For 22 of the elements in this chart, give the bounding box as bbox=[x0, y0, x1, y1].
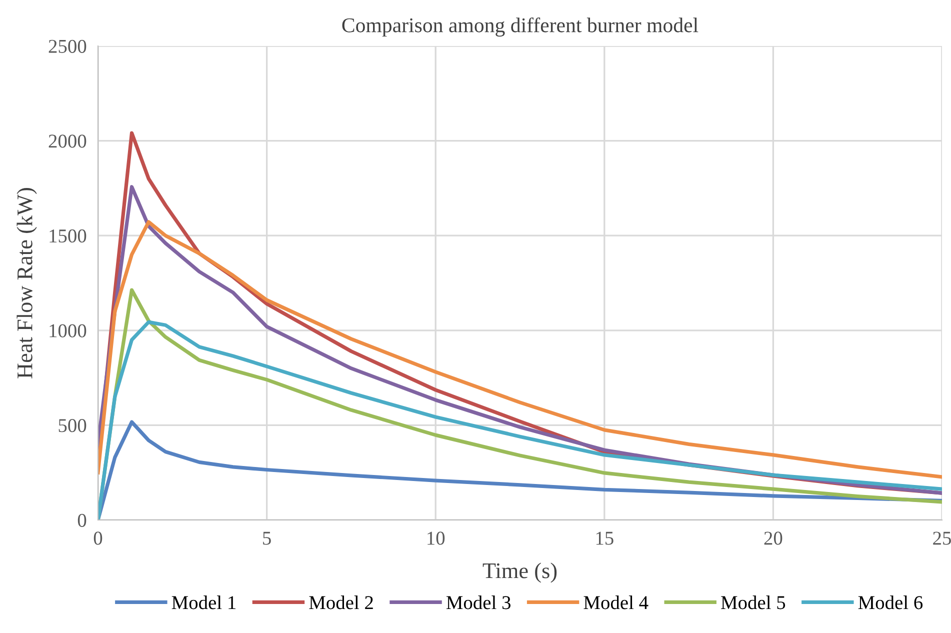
legend-label: Model 4 bbox=[584, 596, 648, 610]
x-tick-label: 0 bbox=[94, 532, 102, 545]
y-tick-label: 2500 bbox=[48, 40, 86, 53]
y-tick-label: 500 bbox=[58, 419, 86, 432]
x-tick-label: 25 bbox=[933, 532, 951, 545]
y-tick-label: 1500 bbox=[50, 229, 86, 243]
y-axis-title: Heat Flow Rate (kW) bbox=[16, 188, 37, 378]
x-tick-label: 5 bbox=[263, 532, 271, 545]
y-tick-label: 2000 bbox=[48, 134, 86, 148]
x-tick-label: 10 bbox=[428, 532, 445, 545]
x-tick-label: 20 bbox=[764, 532, 782, 545]
y-tick-label: 1000 bbox=[50, 324, 86, 338]
legend-label: Model 6 bbox=[858, 596, 923, 610]
x-tick-label: 15 bbox=[596, 532, 614, 545]
y-tick-label: 0 bbox=[78, 514, 86, 527]
legend-label: Model 2 bbox=[309, 596, 373, 610]
legend-label: Model 3 bbox=[446, 596, 510, 610]
x-axis-title: Time (s) bbox=[482, 562, 557, 583]
legend-label: Model 1 bbox=[172, 596, 236, 610]
line-series bbox=[98, 220, 942, 479]
legend-label: Model 5 bbox=[721, 596, 786, 610]
chart-title: Comparison among different burner model bbox=[342, 17, 698, 37]
